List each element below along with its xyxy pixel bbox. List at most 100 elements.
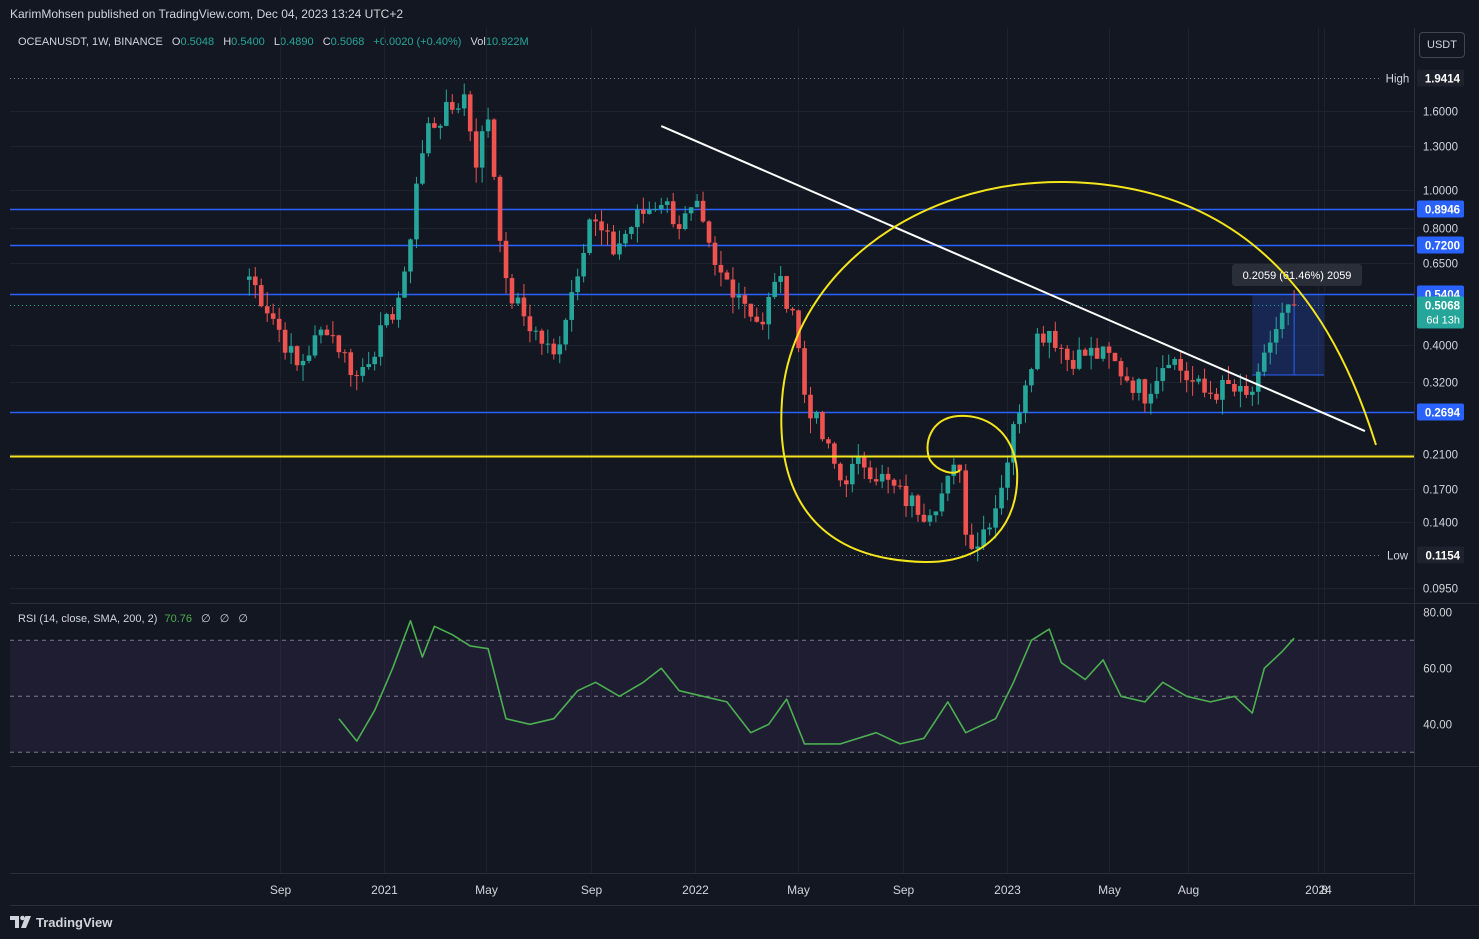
symbol-name[interactable]: OCEANUSDT, 1W, BINANCE [18,36,163,48]
low-value: 0.1154 [1425,551,1460,563]
rsi-y-tick-label: 40.00 [1423,719,1452,731]
rsi-legend[interactable]: RSI (14, close, SMA, 200, 2) 70.76 ∅ ∅ ∅ [18,612,248,625]
candle-up [1005,462,1010,488]
candle-down [527,316,533,332]
candle-down [1208,392,1213,394]
rsi-hidden-2: ∅ [219,613,230,625]
candle-up [1220,379,1225,400]
candle-up [1267,342,1273,353]
candle-up [557,344,563,355]
measure-rect [1252,293,1324,375]
candle-up [1160,368,1166,381]
candle-down [1291,304,1297,306]
candle-up [1273,329,1279,343]
low-key: L [273,36,280,48]
candle-up [1172,358,1178,365]
candle-down [605,230,610,232]
candle-up [647,209,652,214]
rsi-y-tick-label: 60.00 [1423,663,1452,675]
candle-up [408,239,413,272]
candle-up [927,515,933,522]
candle-down [449,102,455,110]
candle-up [300,360,306,366]
candle-down [897,485,903,487]
y-tick-label: 0.4000 [1423,341,1458,353]
candle-up [658,204,664,210]
candle-down [1058,347,1064,349]
candle-up [1250,391,1255,395]
y-tick-label: 0.1700 [1423,485,1458,497]
x-tick-label: 2021 [371,883,398,897]
candle-up [939,493,945,512]
candle-down [796,310,801,349]
candle-down [748,303,754,317]
candle-up [975,546,980,549]
x-tick-label: May [787,883,810,897]
candle-down [1112,352,1118,362]
candle-down [867,467,873,480]
candle-up [318,329,324,336]
candle-down [1142,379,1148,404]
candle-up [778,276,783,282]
candle-down [700,200,706,222]
candle-up [312,335,318,356]
candle-up [933,511,939,516]
candle-up [1035,333,1040,370]
candle-up [1154,380,1160,394]
candle-up [366,364,372,368]
level-tag-bg [1417,200,1464,218]
y-tick-label: 1.0000 [1423,186,1458,198]
candle-up [1196,378,1201,382]
candle-down [808,394,813,419]
candle-up [772,281,777,297]
rsi-label[interactable]: RSI (14, close, SMA, 200, 2) [18,613,158,625]
tradingview-logo-icon [10,915,31,928]
candle-down [354,375,360,377]
symbol-legend[interactable]: OCEANUSDT, 1W, BINANCE O0.5048 H0.5400 L… [18,36,529,48]
candle-down [1214,393,1219,400]
candle-down [467,94,473,132]
x-tick-label: 2024 [1305,883,1332,897]
candle-up [1023,385,1028,413]
footer-brand[interactable]: TradingView [10,912,112,932]
candle-down [1124,376,1130,381]
candle-down [1226,379,1231,385]
candle-down [706,221,712,243]
candle-down [641,209,646,214]
rsi-y-tick-label: 80.00 [1423,607,1452,619]
candle-up [617,243,622,255]
level-tag-bg [1417,403,1464,421]
high-value: 0.5400 [231,36,265,48]
horizontal-levels [10,78,1414,556]
candle-up [455,108,461,110]
y-tick-label: 0.8000 [1423,224,1458,236]
current-price-tag-bg [1417,296,1464,329]
candle-up [420,153,425,184]
y-tick-label: 1.3000 [1423,142,1458,154]
candle-down [491,119,497,177]
change-value: +0.0020 (+0.40%) [373,36,462,48]
level-tag: 0.5404 [1425,290,1461,302]
candle-down [730,279,736,298]
candle-up [360,367,366,376]
candle-down [611,231,616,255]
candle-up [1166,364,1172,369]
candle-down [1070,359,1076,369]
low-value: 0.4890 [280,36,314,48]
candle-up [1238,385,1243,392]
candle-up [999,487,1004,509]
currency-button[interactable]: USDT [1419,32,1465,58]
candle-down [838,463,843,481]
low-tag-bg [1381,546,1414,564]
open-value: 0.5048 [180,36,215,48]
candle-down [1130,380,1136,393]
candle-down [276,318,282,330]
y-tick-label: 0.3200 [1423,378,1458,390]
candle-up [1255,371,1261,392]
candle-up [461,94,467,109]
candle-down [342,352,348,354]
rsi-pane [10,619,1414,753]
